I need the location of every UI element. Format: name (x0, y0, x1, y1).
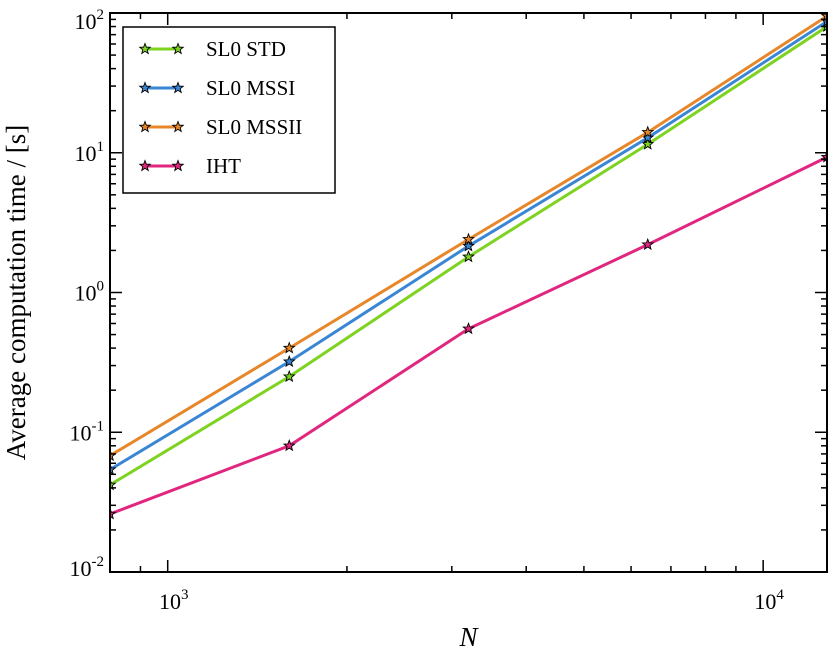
ticks-layer: 10-2 10-1 100 101 102 103 104 (70, 7, 827, 614)
data-point-sl0-mssi (282, 354, 296, 368)
y-tick-label: 100 (75, 279, 105, 306)
data-point-sl0-std (462, 250, 475, 263)
series-layer (110, 13, 827, 520)
series-line-iht (110, 155, 827, 516)
y-tick-label: 102 (75, 7, 105, 34)
legend: SL0 STD SL0 MSSI SL0 MSSII IHT (122, 26, 336, 194)
data-point-sl0-mssi (462, 239, 475, 252)
legend-label-sl0-mssii: SL0 MSSII (206, 115, 302, 139)
legend-marker-sl0-mssii (171, 120, 185, 133)
legend-label-iht: IHT (206, 154, 241, 178)
y-tick-label: 101 (75, 139, 105, 166)
data-point-sl0-mssii (462, 232, 475, 245)
data-point-iht (462, 321, 475, 335)
x-tick-label: 103 (159, 587, 189, 614)
legend-label-sl0-mssi: SL0 MSSI (206, 76, 295, 100)
legend-marker-sl0-std (171, 42, 185, 55)
data-point-sl0-std (110, 478, 117, 491)
legend-marker-iht (138, 159, 152, 172)
data-point-sl0-mssii (282, 341, 296, 354)
legend-marker-sl0-mssi (171, 81, 185, 94)
x-tick-label: 104 (754, 587, 784, 614)
data-point-iht (110, 507, 117, 520)
data-point-iht (282, 439, 296, 452)
data-point-sl0-std (641, 137, 655, 150)
x-axis-label: N (458, 622, 479, 651)
data-point-sl0-std (282, 369, 296, 383)
legend-marker-sl0-mssi (138, 81, 152, 94)
legend-marker-iht (171, 159, 185, 172)
y-tick-label: 10-1 (70, 418, 105, 445)
legend-marker-sl0-std (138, 42, 152, 55)
data-point-sl0-mssi (110, 462, 117, 476)
data-point-iht (641, 237, 655, 251)
y-axis-label: Average computation time / [s] (1, 125, 31, 460)
data-point-sl0-mssii (641, 125, 655, 138)
legend-marker-sl0-mssii (138, 120, 152, 133)
legend-label-sl0-std: SL0 STD (206, 37, 286, 61)
y-tick-label: 10-2 (70, 554, 105, 581)
